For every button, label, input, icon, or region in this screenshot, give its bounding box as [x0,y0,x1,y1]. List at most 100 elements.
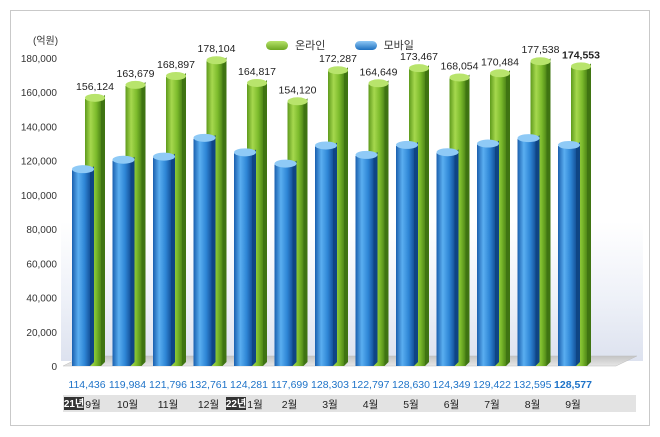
mobile-bar-side [252,149,256,366]
x-category-label: 9월 [565,399,581,411]
mobile-bar-side [130,156,135,366]
online-bar-side [506,70,510,366]
online-bar-top [571,62,591,71]
mobile-bar-top [112,155,135,164]
online-bar-top [449,73,470,82]
x-category-label: 2월 [282,399,298,411]
mobile-bar [153,157,171,366]
mobile-bar [477,144,495,366]
x-category-label: 6월 [444,399,460,411]
year-badge-label: 21년 [64,397,84,410]
mobile-bar-side [171,153,175,366]
legend: 온라인 모바일 [266,37,414,53]
mobile-bar-top [193,133,216,142]
year-badge [226,397,246,410]
online-bar-side [303,98,308,366]
online-value-label: 172,287 [319,53,357,65]
online-value-label: 164,649 [360,66,398,78]
mobile-bar-top [72,165,94,174]
online-bar-top [85,93,105,102]
x-category-label: 12월 [198,399,219,411]
mobile-bar-side [333,142,337,366]
online-value-label: 164,817 [238,66,276,78]
x-category-label: 7월 [484,399,500,411]
mobile-value-label: 119,984 [109,379,146,391]
y-tick-label: 180,000 [21,54,58,65]
mobile-bar-side [576,141,580,366]
mobile-bar [517,139,536,366]
online-bar-side [425,65,429,367]
mobile-bar [193,138,212,366]
mobile-bar-top [274,159,297,168]
online-bar-side [546,58,551,366]
mobile-bar-top [153,152,175,161]
online-value-label: 177,538 [522,44,560,56]
mobile-bar [558,145,576,366]
online-value-label: 174,553 [562,49,600,61]
online-bar-top [247,78,267,87]
online-bar-side [587,63,591,366]
mobile-bar-top [234,148,256,157]
legend-online-label: 온라인 [295,40,326,52]
y-tick-label: 160,000 [21,88,58,99]
mobile-bar-side [292,160,297,366]
mobile-value-label: 128,303 [311,379,349,391]
mobile-bar-side [90,166,94,366]
mobile-bar [112,160,131,366]
y-tick-label: 20,000 [26,328,57,339]
mobile-bar-top [396,140,418,149]
unit-label: (억원) [33,35,58,47]
mobile-bar-side [535,135,540,366]
online-bar-top [328,66,348,75]
mobile-bar-side [211,134,216,366]
y-tick-label: 100,000 [21,191,58,202]
year-badge [64,397,84,410]
mobile-value-label: 114,436 [68,379,105,391]
mobile-bar-top [355,150,378,159]
x-category-label: 9월 [85,399,101,411]
online-bar-top [166,71,186,80]
online-bar-top [368,79,389,88]
mobile-bar-top [517,134,540,143]
mobile-value-label: 121,796 [149,379,187,391]
category-band [63,395,636,412]
x-category-label: 4월 [363,399,379,411]
mobile-value-label: 117,699 [271,379,308,391]
online-bar-side [384,80,389,366]
mobile-value-label: 124,349 [433,379,471,391]
mobile-bar-side [495,140,499,366]
mobile-bar-top [477,139,499,148]
plot-background [61,51,643,361]
mobile-bar-side [414,141,418,366]
online-value-label: 168,054 [441,60,479,72]
x-category-label: 5월 [403,399,419,411]
mobile-bar-side [454,149,459,366]
mobile-value-label: 129,422 [473,379,511,391]
online-bar-side [222,57,227,367]
online-value-label: 170,484 [481,56,519,68]
online-bar-top [287,97,308,106]
x-category-label: 1월 [247,399,263,411]
y-tick-label: 80,000 [26,225,57,236]
online-value-label: 178,104 [198,43,236,55]
online-bar-top [125,80,146,89]
online-value-label: 168,897 [157,59,195,71]
mobile-value-label: 122,797 [352,379,390,391]
y-tick-label: 120,000 [21,157,58,168]
x-category-label: 10월 [117,399,138,411]
mobile-value-label: 124,281 [230,379,268,391]
y-tick-label: 40,000 [26,294,57,305]
mobile-bar-top [436,148,459,157]
mobile-bar-top [315,141,337,150]
legend-mobile-label: 모바일 [383,40,414,52]
online-bar-side [465,74,470,367]
legend-mobile-swatch [354,40,377,50]
mobile-value-label: 128,630 [392,379,430,391]
mobile-value-label: 128,577 [554,379,592,391]
online-bar-side [141,81,146,366]
x-category-label: 3월 [322,399,338,411]
mobile-value-label: 132,595 [514,379,552,391]
year-badge-label: 22년 [226,397,246,410]
y-tick-label: 60,000 [26,259,57,270]
x-category-label: 8월 [525,399,541,411]
